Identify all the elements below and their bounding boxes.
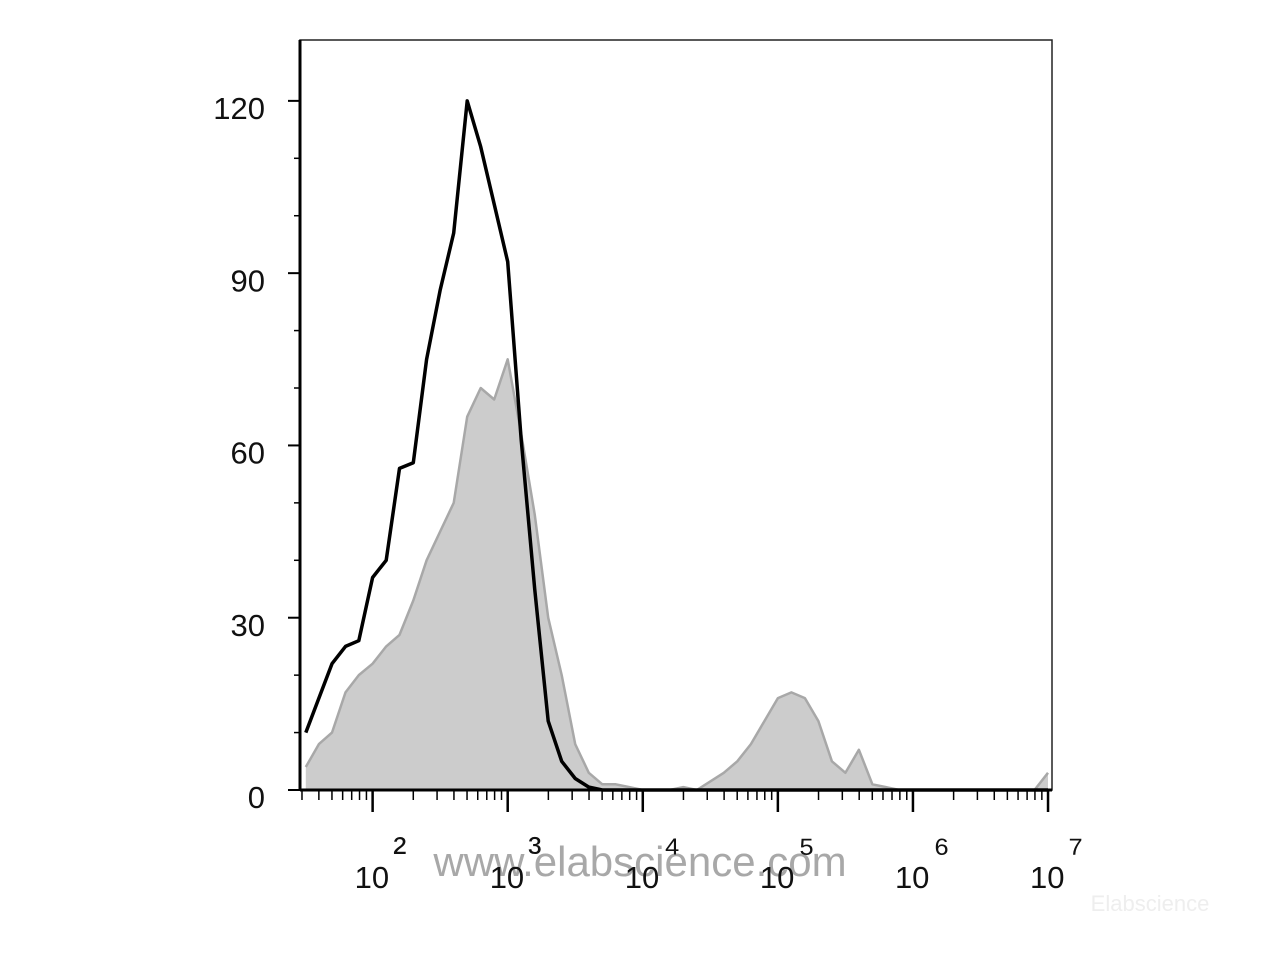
x-tick-label: 10⁴ bbox=[625, 830, 681, 896]
x-tick-label: 10⁶ bbox=[895, 830, 950, 896]
watermark: Elabscience bbox=[1091, 891, 1210, 916]
x-tick-label: 10³ bbox=[490, 830, 542, 896]
watermark: www.elabscience.com bbox=[432, 838, 846, 885]
x-tick-label: 10² bbox=[355, 830, 407, 896]
y-tick-label: 0 bbox=[248, 780, 265, 815]
x-tick-label: 10⁷ bbox=[1030, 830, 1083, 896]
y-tick-label: 30 bbox=[231, 608, 265, 643]
area-fill bbox=[305, 359, 1048, 790]
x-tick-label: 10⁵ bbox=[760, 830, 815, 896]
y-tick-label: 60 bbox=[231, 436, 265, 471]
y-tick-label: 90 bbox=[231, 263, 265, 298]
plot bbox=[304, 99, 1049, 792]
y-tick-label: 120 bbox=[213, 91, 265, 126]
